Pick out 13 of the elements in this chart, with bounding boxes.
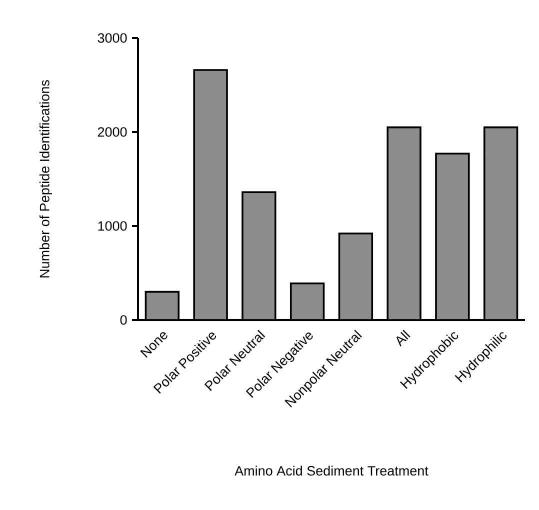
x-axis-title: Amino Acid Sediment Treatment — [234, 466, 428, 476]
bar — [290, 282, 325, 320]
bar — [338, 232, 374, 320]
bar — [435, 152, 470, 320]
y-tick-label: 0 — [120, 315, 127, 325]
y-tick-label: 2000 — [98, 127, 127, 137]
y-axis-title: Number of Peptide Identifications — [39, 80, 52, 278]
bar — [386, 126, 422, 320]
y-tick-label: 1000 — [98, 221, 127, 231]
y-tick-label: 3000 — [98, 33, 127, 43]
bar — [242, 191, 276, 320]
bar — [193, 69, 228, 320]
bar — [483, 126, 518, 320]
